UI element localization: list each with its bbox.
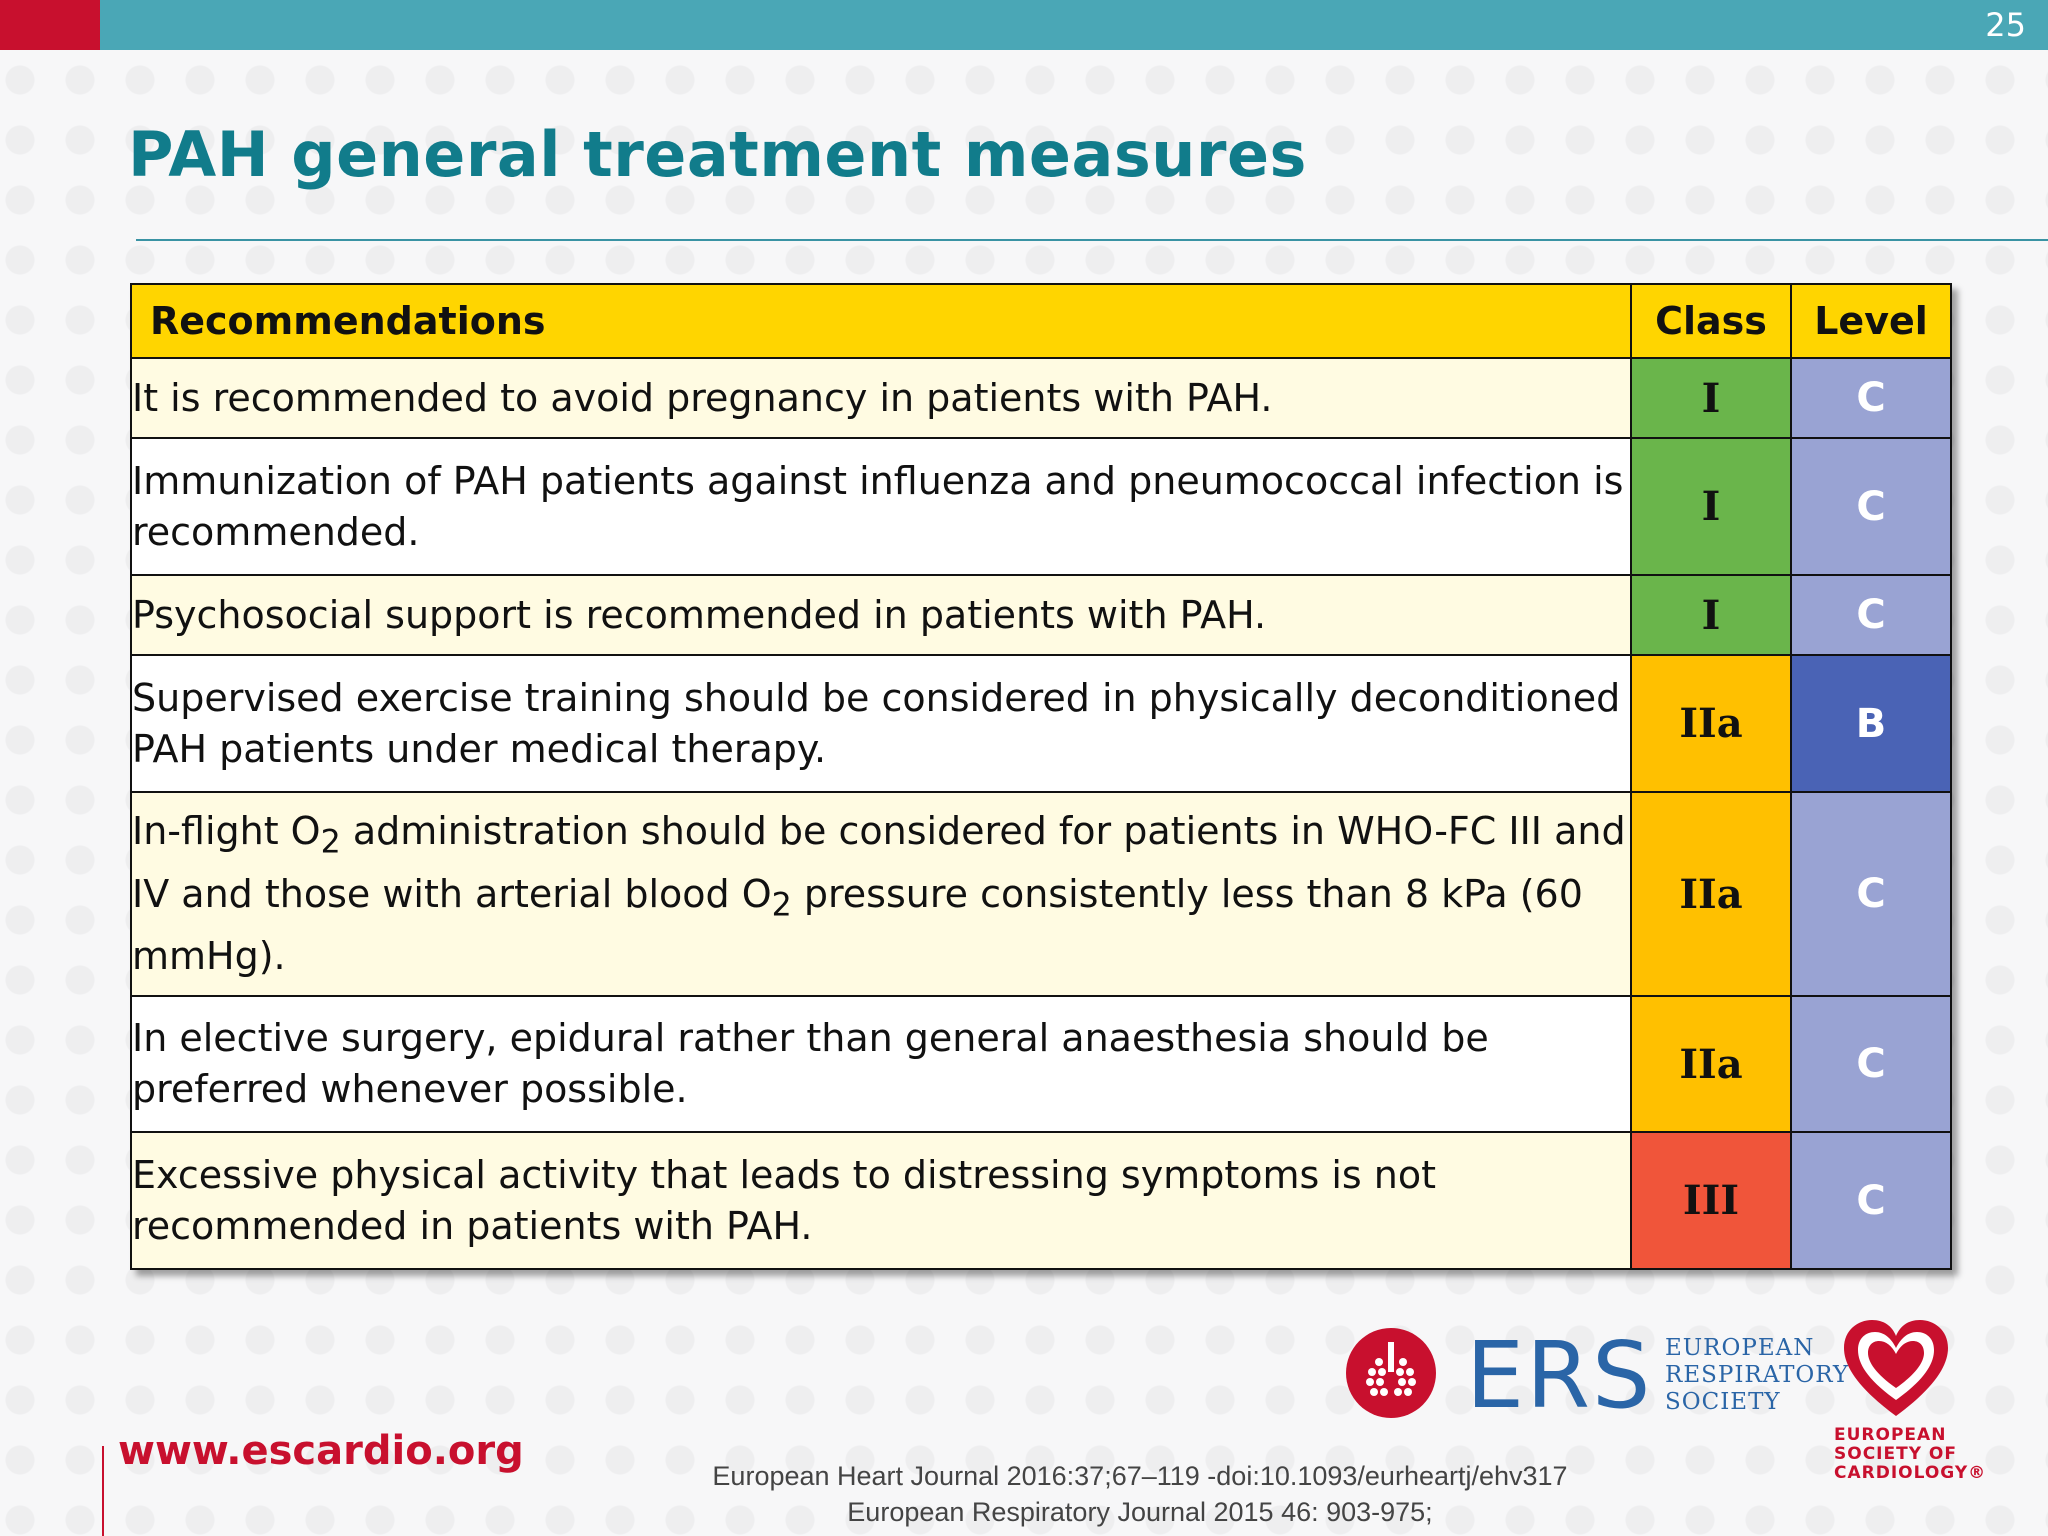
top-bar [0,0,2048,50]
class-cell: IIa [1630,995,1792,1133]
esc-logo-text: EUROPEAN SOCIETY OF CARDIOLOGY® [1834,1426,1986,1483]
level-cell: C [1790,357,1952,439]
citation-line: European Heart Journal 2016:37;67–119 -d… [712,1461,1568,1491]
recommendation-text: In-flight O2 administration should be co… [130,791,1632,997]
table-row: Excessive physical activity that leads t… [130,1131,1952,1270]
subscript: 2 [320,824,341,861]
recommendation-text: It is recommended to avoid pregnancy in … [130,357,1632,439]
header-class: Class [1630,283,1792,359]
class-cell: I [1630,437,1792,576]
table-row: In-flight O2 administration should be co… [130,791,1952,997]
class-cell: I [1630,357,1792,439]
esc-heart-icon [1838,1316,1954,1428]
recommendation-text: Supervised exercise training should be c… [130,654,1632,793]
recommendation-text: Psychosocial support is recommended in p… [130,574,1632,656]
ers-logo-text: EUROPEAN RESPIRATORY SOCIETY [1665,1335,1849,1416]
footer-divider [102,1446,104,1536]
citations: European Heart Journal 2016:37;67–119 -d… [690,1458,1590,1530]
table-row: Supervised exercise training should be c… [130,654,1952,793]
class-cell: IIa [1630,791,1792,997]
level-cell: C [1790,791,1952,997]
slide-title: PAH general treatment measures [128,118,1307,191]
ers-lungs-icon [1346,1328,1436,1418]
recommendation-text: Immunization of PAH patients against inf… [130,437,1632,576]
table-row: Psychosocial support is recommended in p… [130,574,1952,656]
website-link[interactable]: www.escardio.org [118,1428,524,1474]
level-cell: C [1790,574,1952,656]
table-row: In elective surgery, epidural rather tha… [130,995,1952,1133]
esc-logo-line: EUROPEAN [1834,1425,1947,1445]
ers-logo-line: SOCIETY [1665,1389,1781,1415]
recommendation-text: Excessive physical activity that leads t… [130,1131,1632,1270]
class-cell: IIa [1630,654,1792,793]
class-cell: I [1630,574,1792,656]
citation-line: European Respiratory Journal 2015 46: 90… [847,1497,1433,1527]
header-level: Level [1790,283,1952,359]
level-cell: C [1790,1131,1952,1270]
subscript: 2 [771,887,792,924]
ers-logo-line: EUROPEAN [1665,1335,1815,1361]
table-row: Immunization of PAH patients against inf… [130,437,1952,576]
recommendation-text: In elective surgery, epidural rather tha… [130,995,1632,1133]
level-cell: C [1790,995,1952,1133]
page-number: 25 [1985,6,2026,44]
esc-logo-line: SOCIETY OF [1834,1444,1957,1464]
top-bar-accent [0,0,100,50]
ers-logo-letters: ERS [1466,1322,1653,1429]
recommendations-table: Recommendations Class Level It is recomm… [130,283,1952,1270]
text-part: In-flight O [132,808,321,853]
level-cell: B [1790,654,1952,793]
header-recommendations: Recommendations [130,283,1632,359]
class-cell: III [1630,1131,1792,1270]
ers-logo-line: RESPIRATORY [1665,1362,1850,1388]
esc-logo-line: CARDIOLOGY® [1834,1463,1987,1483]
text-part: pressure consistently less than 8 kPa (6… [132,871,1583,979]
text-part: administration should be considered for … [132,808,1626,916]
title-divider [136,239,2048,241]
level-cell: C [1790,437,1952,576]
table-row: It is recommended to avoid pregnancy in … [130,357,1952,439]
table-header-row: Recommendations Class Level [130,283,1952,359]
